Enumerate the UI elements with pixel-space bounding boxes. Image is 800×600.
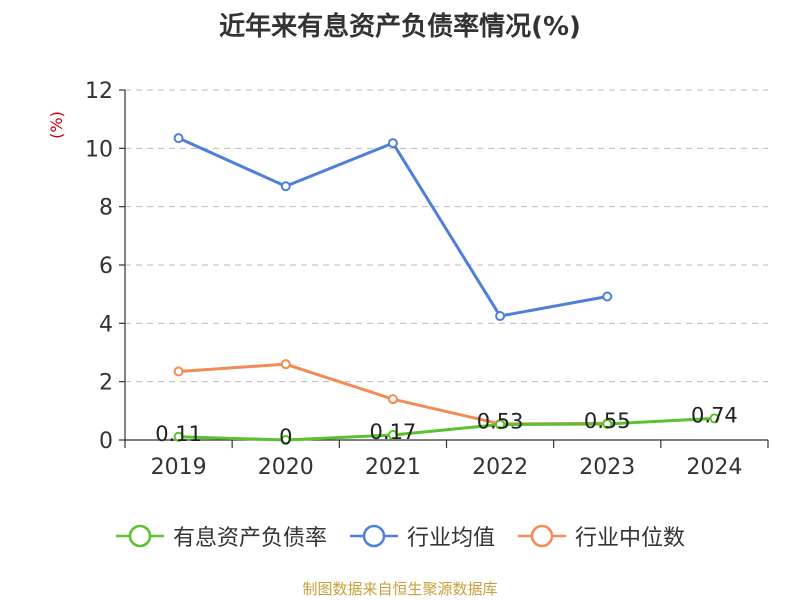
data-point xyxy=(602,291,613,302)
legend-line-marker-icon xyxy=(349,524,398,548)
gridlines xyxy=(125,89,768,383)
data-point xyxy=(173,431,184,442)
x-tick-label: 2022 xyxy=(472,455,528,480)
y-tick-label: 8 xyxy=(99,196,113,221)
y-tick-label: 6 xyxy=(99,254,113,279)
x-axis: 2019 2020 2021 2022 2023 2024 xyxy=(124,439,769,480)
y-tick-label: 0 xyxy=(99,429,113,454)
y-tick-label: 4 xyxy=(99,312,113,337)
data-point xyxy=(173,133,184,144)
legend-item[interactable]: 行业中位数 xyxy=(517,520,685,552)
series-line xyxy=(178,416,715,442)
legend-line-marker-icon xyxy=(115,524,164,548)
x-tick-label: 2021 xyxy=(365,455,421,480)
x-tick-label: 2020 xyxy=(258,455,314,480)
legend-line-marker-icon xyxy=(518,524,566,548)
data-source-note: 制图数据来自恒生聚源数据库 xyxy=(302,580,498,598)
data-point xyxy=(280,435,291,445)
legend: 有息资产负债率 行业均值 行业中位数 xyxy=(0,520,800,552)
data-point xyxy=(495,311,506,322)
data-label: 0.55 xyxy=(584,409,631,433)
x-tick-label: 2019 xyxy=(151,455,207,480)
y-axis: 0 2 4 6 8 10 12 xyxy=(85,79,126,454)
y-tick-label: 12 xyxy=(85,79,113,104)
data-point xyxy=(602,418,613,429)
data-label: 0.74 xyxy=(691,403,738,427)
data-point xyxy=(280,181,291,192)
data-point xyxy=(387,430,398,441)
data-point xyxy=(709,413,720,424)
data-point xyxy=(280,359,291,370)
data-point xyxy=(495,419,506,430)
x-tick-label: 2023 xyxy=(579,455,635,480)
series-line xyxy=(177,136,608,318)
data-label: 0 xyxy=(279,425,292,449)
chart-title: 近年来有息资产负债率情况(%) xyxy=(219,12,581,42)
data-label: 0.53 xyxy=(477,410,524,434)
legend-label: 行业中位数 xyxy=(575,526,686,551)
data-labels: 0.11 0 0.17 0.53 0.55 0.74 xyxy=(155,403,738,449)
y-axis-label: (%) xyxy=(47,111,66,139)
legend-item[interactable]: 有息资产负债率 xyxy=(115,520,327,552)
legend-label: 行业均值 xyxy=(406,526,495,551)
series-lines xyxy=(173,133,720,445)
x-tick-label: 2024 xyxy=(686,455,742,480)
data-point xyxy=(387,138,398,149)
y-tick-label: 10 xyxy=(85,137,113,162)
legend-label: 有息资产负债率 xyxy=(172,526,327,551)
data-label: 0.11 xyxy=(155,422,202,446)
data-point xyxy=(387,394,398,405)
legend-item[interactable]: 行业均值 xyxy=(349,520,495,552)
data-label: 0.17 xyxy=(370,420,417,444)
data-point xyxy=(173,366,184,377)
y-tick-label: 2 xyxy=(99,371,113,396)
series-line xyxy=(178,362,608,426)
